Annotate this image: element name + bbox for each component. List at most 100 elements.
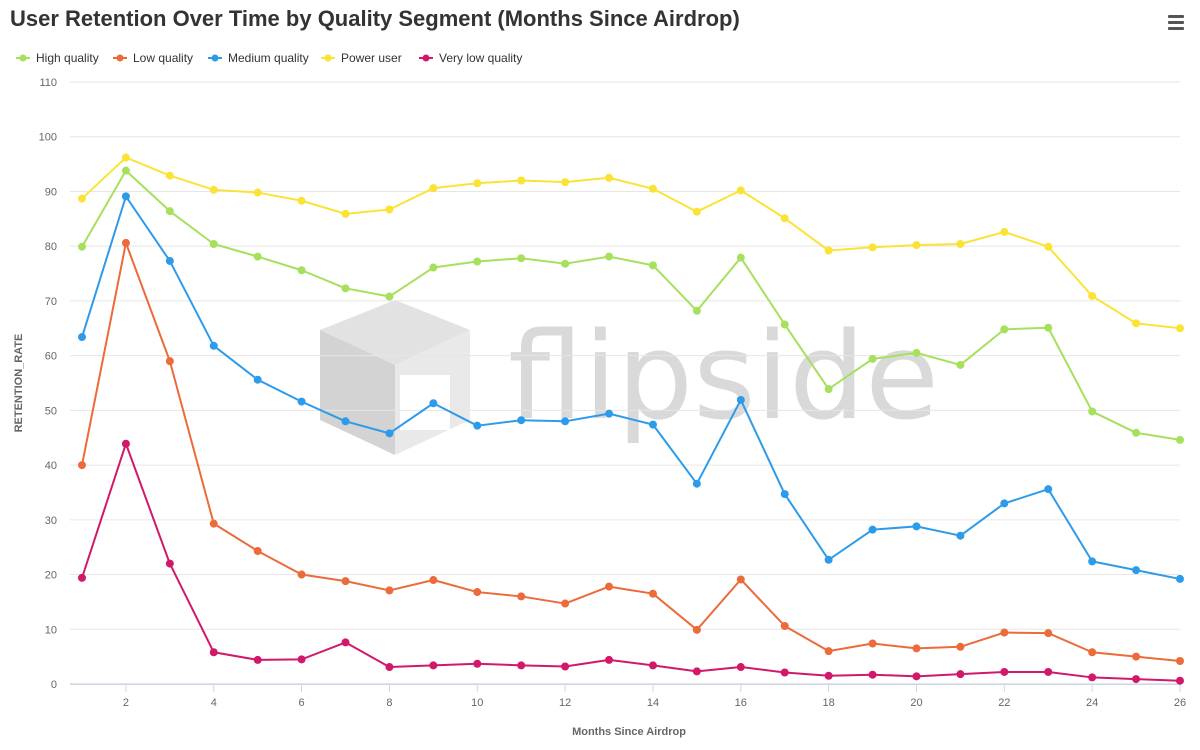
- data-point-low-quality[interactable]: [1000, 628, 1009, 637]
- data-point-medium-quality[interactable]: [692, 479, 701, 488]
- data-point-very-low-quality[interactable]: [912, 672, 921, 681]
- data-point-low-quality[interactable]: [648, 589, 657, 598]
- data-point-power-user[interactable]: [297, 196, 306, 205]
- data-point-low-quality[interactable]: [736, 575, 745, 584]
- data-point-low-quality[interactable]: [341, 577, 350, 586]
- data-point-medium-quality[interactable]: [956, 531, 965, 540]
- data-point-power-user[interactable]: [868, 243, 877, 252]
- data-point-very-low-quality[interactable]: [253, 655, 262, 664]
- data-point-very-low-quality[interactable]: [780, 668, 789, 677]
- data-point-low-quality[interactable]: [1044, 629, 1053, 638]
- data-point-low-quality[interactable]: [473, 588, 482, 597]
- legend-item-high-quality[interactable]: High quality: [16, 51, 99, 65]
- data-point-power-user[interactable]: [605, 173, 614, 182]
- data-point-power-user[interactable]: [780, 214, 789, 223]
- data-point-medium-quality[interactable]: [648, 420, 657, 429]
- data-point-very-low-quality[interactable]: [648, 661, 657, 670]
- data-point-very-low-quality[interactable]: [561, 662, 570, 671]
- data-point-medium-quality[interactable]: [121, 192, 130, 201]
- data-point-low-quality[interactable]: [165, 357, 174, 366]
- data-point-medium-quality[interactable]: [78, 333, 86, 342]
- data-point-medium-quality[interactable]: [1176, 574, 1184, 583]
- data-point-low-quality[interactable]: [824, 647, 833, 656]
- data-point-power-user[interactable]: [956, 239, 965, 248]
- data-point-medium-quality[interactable]: [385, 429, 394, 438]
- data-point-very-low-quality[interactable]: [121, 439, 130, 448]
- data-point-medium-quality[interactable]: [736, 395, 745, 404]
- legend-item-medium-quality[interactable]: Medium quality: [208, 51, 309, 65]
- data-point-power-user[interactable]: [253, 188, 262, 197]
- data-point-low-quality[interactable]: [956, 642, 965, 651]
- data-point-power-user[interactable]: [429, 184, 438, 193]
- data-point-very-low-quality[interactable]: [1000, 667, 1009, 676]
- data-point-power-user[interactable]: [1176, 324, 1184, 333]
- data-point-very-low-quality[interactable]: [78, 573, 86, 582]
- data-point-low-quality[interactable]: [297, 570, 306, 579]
- data-point-power-user[interactable]: [561, 178, 570, 187]
- data-point-low-quality[interactable]: [121, 238, 130, 247]
- data-point-high-quality[interactable]: [429, 263, 438, 272]
- data-point-very-low-quality[interactable]: [341, 638, 350, 647]
- data-point-high-quality[interactable]: [1044, 323, 1053, 332]
- data-point-very-low-quality[interactable]: [1088, 673, 1097, 682]
- data-point-high-quality[interactable]: [297, 266, 306, 275]
- data-point-high-quality[interactable]: [561, 259, 570, 268]
- data-point-high-quality[interactable]: [956, 360, 965, 369]
- data-point-power-user[interactable]: [121, 153, 130, 162]
- data-point-low-quality[interactable]: [780, 621, 789, 630]
- data-point-high-quality[interactable]: [1000, 325, 1009, 334]
- data-point-medium-quality[interactable]: [1044, 485, 1053, 494]
- data-point-very-low-quality[interactable]: [297, 655, 306, 664]
- data-point-medium-quality[interactable]: [517, 416, 526, 425]
- data-point-medium-quality[interactable]: [605, 409, 614, 418]
- data-point-very-low-quality[interactable]: [165, 559, 174, 568]
- data-point-high-quality[interactable]: [473, 257, 482, 266]
- data-point-power-user[interactable]: [648, 184, 657, 193]
- data-point-power-user[interactable]: [1132, 319, 1141, 328]
- data-point-low-quality[interactable]: [1132, 652, 1141, 661]
- data-point-low-quality[interactable]: [692, 625, 701, 634]
- data-point-medium-quality[interactable]: [165, 256, 174, 265]
- data-point-very-low-quality[interactable]: [1132, 675, 1141, 684]
- data-point-power-user[interactable]: [473, 179, 482, 188]
- data-point-power-user[interactable]: [517, 176, 526, 185]
- data-point-high-quality[interactable]: [1132, 428, 1141, 437]
- data-point-very-low-quality[interactable]: [824, 671, 833, 680]
- data-point-power-user[interactable]: [912, 241, 921, 250]
- legend-item-low-quality[interactable]: Low quality: [113, 51, 193, 65]
- data-point-high-quality[interactable]: [1088, 407, 1097, 416]
- data-point-medium-quality[interactable]: [341, 417, 350, 426]
- data-point-medium-quality[interactable]: [473, 421, 482, 430]
- data-point-very-low-quality[interactable]: [605, 655, 614, 664]
- data-point-very-low-quality[interactable]: [473, 659, 482, 668]
- data-point-very-low-quality[interactable]: [692, 667, 701, 676]
- data-point-high-quality[interactable]: [692, 306, 701, 315]
- data-point-low-quality[interactable]: [209, 519, 218, 528]
- data-point-power-user[interactable]: [692, 207, 701, 216]
- data-point-medium-quality[interactable]: [297, 397, 306, 406]
- data-point-medium-quality[interactable]: [1000, 499, 1009, 508]
- data-point-low-quality[interactable]: [385, 586, 394, 595]
- data-point-very-low-quality[interactable]: [209, 648, 218, 657]
- data-point-high-quality[interactable]: [605, 252, 614, 261]
- data-point-power-user[interactable]: [736, 186, 745, 195]
- data-point-power-user[interactable]: [824, 246, 833, 255]
- data-point-medium-quality[interactable]: [1132, 566, 1141, 575]
- data-point-low-quality[interactable]: [605, 582, 614, 591]
- data-point-high-quality[interactable]: [868, 354, 877, 363]
- data-point-low-quality[interactable]: [1088, 648, 1097, 657]
- data-point-high-quality[interactable]: [824, 385, 833, 394]
- data-point-high-quality[interactable]: [648, 261, 657, 270]
- data-point-high-quality[interactable]: [1176, 435, 1184, 444]
- data-point-medium-quality[interactable]: [209, 341, 218, 350]
- data-point-very-low-quality[interactable]: [736, 663, 745, 672]
- data-point-medium-quality[interactable]: [824, 555, 833, 564]
- data-point-low-quality[interactable]: [912, 644, 921, 653]
- data-point-high-quality[interactable]: [780, 320, 789, 329]
- hamburger-menu-icon[interactable]: [1164, 12, 1188, 34]
- data-point-very-low-quality[interactable]: [956, 670, 965, 679]
- data-point-power-user[interactable]: [209, 185, 218, 194]
- data-point-power-user[interactable]: [78, 194, 86, 203]
- data-point-very-low-quality[interactable]: [385, 663, 394, 672]
- data-point-high-quality[interactable]: [736, 253, 745, 262]
